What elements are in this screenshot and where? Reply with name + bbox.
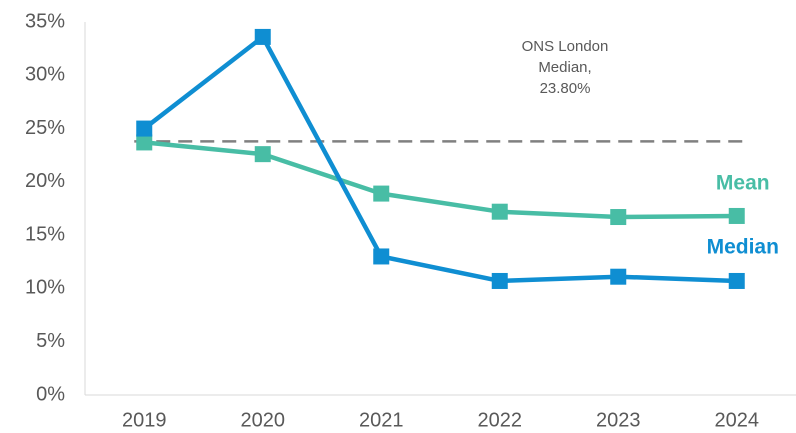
y-tick-label: 0% [36,383,65,405]
y-tick-label: 10% [25,277,65,299]
series-line [142,34,737,284]
reference-annotation: Median, [538,59,591,76]
marker [491,203,508,220]
y-tick-label: 20% [25,170,65,192]
series-label: Mean [716,172,770,195]
reference-annotation: ONS London [522,38,609,55]
marker [136,134,153,151]
y-tick-label: 30% [25,64,65,86]
marker [610,209,627,226]
series-line [144,140,737,220]
x-tick-label: 2020 [241,409,286,431]
marker [136,120,153,137]
reference-annotation: 23.80% [540,80,591,97]
marker [373,248,390,265]
x-tick-label: 2019 [122,409,167,431]
marker [728,272,745,289]
marker [610,268,627,285]
y-tick-label: 5% [36,330,65,352]
series-label: Median [707,236,779,259]
marker [373,185,390,202]
marker [728,207,745,224]
y-tick-label: 35% [25,10,65,32]
x-tick-label: 2022 [478,409,523,431]
marker [254,28,271,45]
x-tick-label: 2023 [596,409,641,431]
x-tick-label: 2024 [715,409,760,431]
marker [491,272,508,289]
x-tick-label: 2021 [359,409,404,431]
marker [254,146,271,163]
y-tick-label: 15% [25,223,65,245]
y-tick-label: 25% [25,117,65,139]
